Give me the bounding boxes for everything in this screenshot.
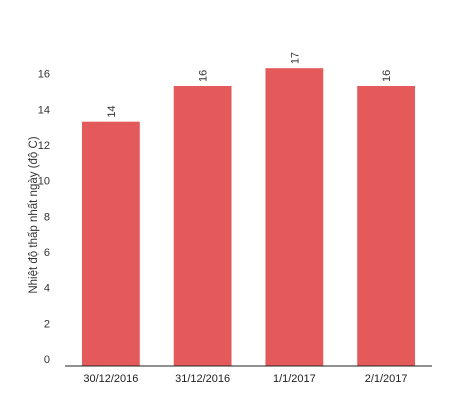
bar — [265, 68, 324, 366]
y-tick-label: 10 — [38, 176, 50, 188]
y-axis-title: Nhiệt độ thấp nhất ngày (độ C) — [28, 136, 40, 293]
bar-value-label: 16 — [198, 70, 210, 82]
y-tick-label: 8 — [44, 211, 50, 223]
y-tick-label: 6 — [44, 247, 50, 259]
y-tick-label: 2 — [44, 318, 50, 330]
x-tick-label: 30/12/2016 — [83, 373, 138, 385]
y-tick-label: 4 — [44, 283, 50, 295]
y-tick-label: 12 — [38, 140, 50, 152]
bar-value-label: 16 — [381, 70, 393, 82]
y-tick-label: 0 — [44, 354, 50, 366]
y-tick-label: 14 — [38, 104, 50, 116]
bar — [357, 86, 416, 367]
bar-value-label: 17 — [289, 52, 301, 64]
x-tick-label: 31/12/2016 — [175, 373, 230, 385]
x-tick-label: 2/1/2017 — [365, 373, 408, 385]
bar — [173, 86, 232, 367]
bar — [81, 121, 140, 366]
bar-value-label: 14 — [106, 105, 118, 117]
x-tick-label: 1/1/2017 — [273, 373, 316, 385]
y-tick-label: 16 — [38, 69, 50, 81]
